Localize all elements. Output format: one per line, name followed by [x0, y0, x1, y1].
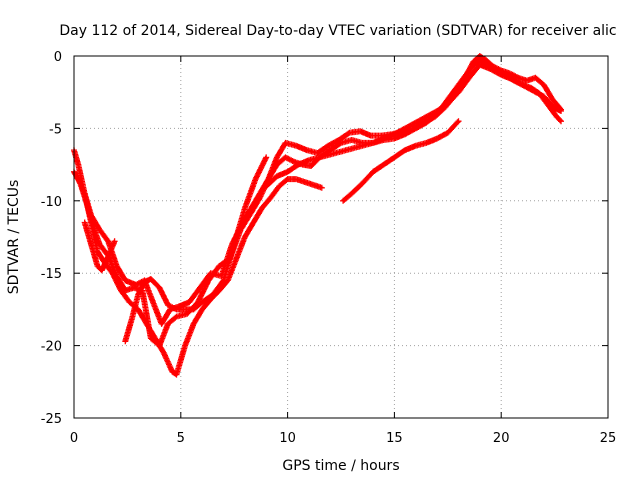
y-tick-label: -5	[49, 122, 62, 137]
tick-layer: 0 5 10 15 20 25 0 -5 -10 -15 -20 -25	[41, 50, 617, 446]
data-point-markers	[122, 154, 270, 345]
data-point-markers	[75, 176, 325, 378]
y-tick-label: -20	[41, 340, 62, 355]
x-axis-label: GPS time / hours	[282, 458, 399, 474]
x-tick-label: 5	[177, 431, 185, 446]
series-4	[122, 154, 270, 345]
chart-title: Day 112 of 2014, Sidereal Day-to-day VTE…	[59, 23, 616, 39]
y-tick-label: -10	[41, 195, 62, 210]
data-layer	[71, 53, 564, 378]
series-7	[81, 219, 118, 274]
x-tick-label: 15	[386, 431, 403, 446]
y-tick-label: 0	[54, 50, 62, 65]
series-5	[340, 118, 462, 204]
plot-frame	[73, 55, 609, 419]
grid-layer	[74, 56, 608, 418]
series-2	[71, 57, 564, 349]
x-tick-label: 20	[493, 431, 510, 446]
x-tick-label: 25	[600, 431, 617, 446]
y-tick-label: -25	[41, 412, 62, 427]
x-tick-label: 0	[70, 431, 78, 446]
series-3	[75, 176, 325, 378]
data-point-markers	[263, 61, 564, 190]
y-axis-label: SDTVAR / TECUs	[6, 180, 22, 295]
series-6	[263, 61, 564, 190]
data-point-markers	[81, 219, 118, 274]
data-point-markers	[71, 57, 564, 349]
data-point-markers	[340, 118, 462, 204]
y-tick-label: -15	[41, 267, 62, 282]
x-tick-label: 10	[279, 431, 296, 446]
